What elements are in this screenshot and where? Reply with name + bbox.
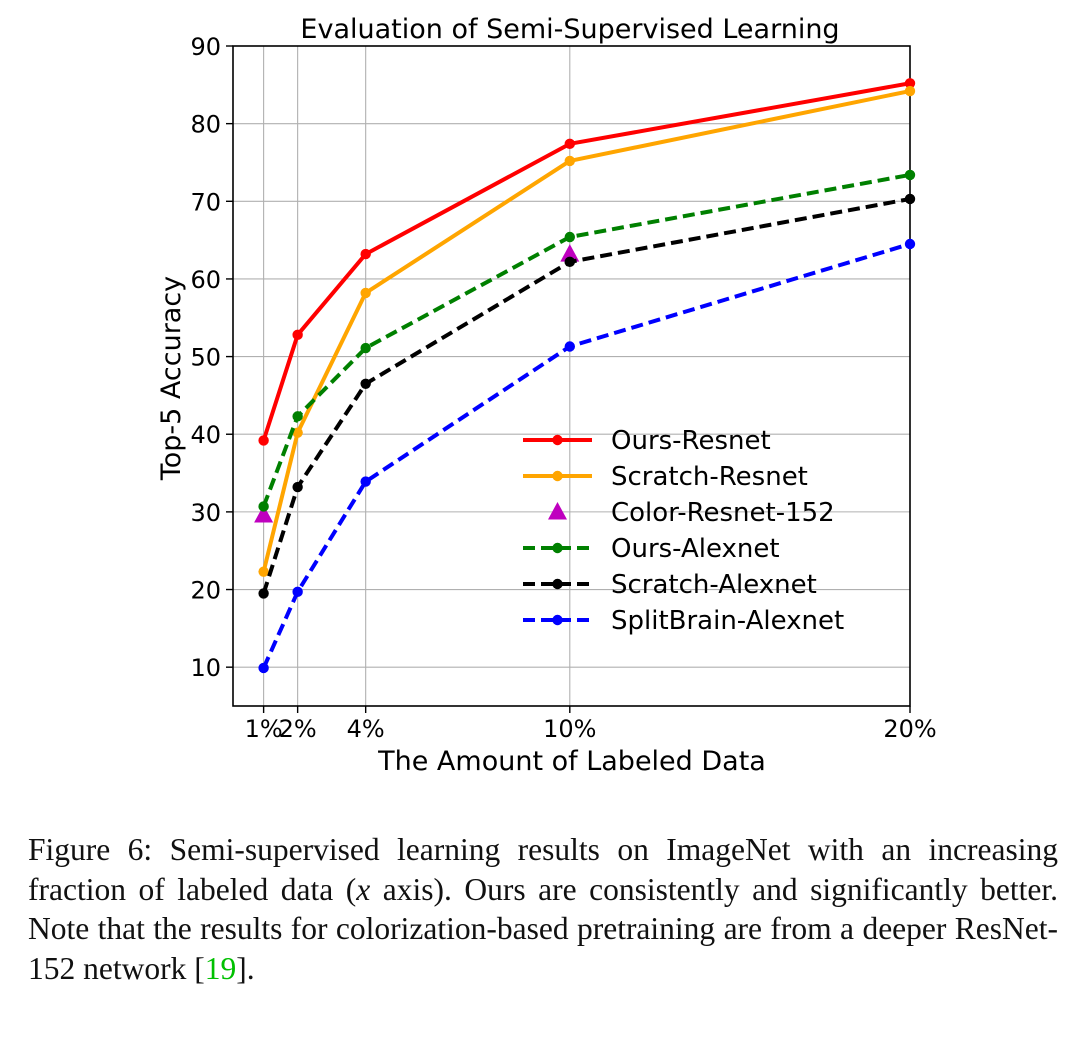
y-tick-label: 10 [190, 654, 221, 682]
data-point [258, 662, 269, 674]
data-point-triangle [254, 504, 274, 523]
x-tick-label: 20% [883, 715, 936, 743]
y-tick-label: 90 [190, 33, 221, 61]
data-point [292, 411, 303, 422]
legend-item-ours-resnet: Ours-Resnet [523, 426, 771, 456]
citation-link[interactable]: 19 [204, 950, 237, 986]
legend-label: Ours-Resnet [611, 426, 771, 456]
series-line-ours-alexnet [261, 172, 911, 508]
data-point [904, 238, 916, 250]
series-ours-alexnet [258, 169, 916, 512]
data-point [360, 378, 371, 389]
data-point [292, 481, 303, 493]
chart: Evaluation of Semi-Supervised Learning 1… [156, 14, 937, 777]
legend-label: Color-Resnet-152 [611, 498, 835, 528]
legend-item-scratch-resnet: Scratch-Resnet [523, 462, 808, 492]
x-tick-label: 1% [245, 715, 283, 743]
data-point [564, 155, 575, 167]
chart-title: Evaluation of Semi-Supervised Learning [300, 14, 839, 45]
caption-math-x: x [356, 871, 371, 907]
data-point [564, 341, 575, 352]
legend-label: Scratch-Alexnet [611, 570, 817, 600]
series-scratch-resnet [258, 85, 916, 577]
y-axis-label: Top-5 Accuracy [156, 276, 187, 481]
data-point [564, 256, 575, 268]
data-point [904, 169, 916, 181]
y-tick-label: 50 [190, 344, 221, 372]
series-ours-resnet [258, 78, 916, 446]
legend-label: Ours-Alexnet [611, 534, 780, 564]
caption-text-start: Figure 6: Semi-supervised learning resul… [28, 832, 1058, 907]
legend-marker [552, 542, 563, 554]
legend: Ours-Resnet Scratch-Resnet Color-Resnet-15… [523, 426, 844, 636]
data-point [258, 435, 269, 446]
y-tick-label: 70 [190, 188, 221, 216]
data-point [360, 476, 371, 487]
legend-marker [552, 434, 563, 446]
caption-text-middle: axis). Ours are consistently and signifi… [28, 871, 1058, 986]
series-color-resnet-152 [254, 244, 580, 523]
legend-marker [552, 470, 563, 482]
data-point [292, 586, 303, 598]
y-tick-label: 60 [190, 266, 221, 294]
data-point [292, 427, 303, 438]
data-point-triangle [560, 244, 580, 262]
legend-marker [552, 578, 563, 590]
plot-frame [232, 45, 911, 707]
legend-item-color-resnet-152: Color-Resnet-152 [548, 498, 835, 528]
data-point [258, 566, 269, 577]
x-tick-label: 2% [279, 715, 317, 743]
data-point [564, 138, 575, 150]
axes: 10 20 30 40 50 60 70 80 90 1%2% 4% 10% 20% [190, 33, 936, 743]
legend-item-splitbrain-alexnet: SplitBrain-Alexnet [523, 606, 844, 636]
data-point [292, 329, 303, 341]
series-line-splitbrain-alexnet [261, 242, 911, 669]
data-point [904, 85, 916, 97]
x-tick-label: 10% [543, 715, 596, 743]
data-point [360, 287, 371, 299]
legend-marker [552, 614, 563, 626]
legend-item-scratch-alexnet: Scratch-Alexnet [523, 570, 817, 600]
figure-caption: Figure 6: Semi-supervised learning resul… [28, 830, 1058, 988]
data-point [904, 193, 916, 205]
data-point [360, 342, 371, 354]
series-line-ours-resnet [261, 81, 911, 442]
caption-text-end: ]. [236, 950, 255, 986]
y-tick-label: 40 [190, 421, 221, 449]
series [254, 78, 916, 674]
data-point [258, 501, 269, 512]
data-point [904, 78, 916, 89]
legend-label: SplitBrain-Alexnet [611, 606, 844, 636]
series-scratch-alexnet [258, 193, 916, 599]
x-tick-label: 4% [347, 715, 385, 743]
data-point [360, 248, 371, 260]
data-point [564, 231, 575, 243]
legend-item-ours-alexnet: Ours-Alexnet [523, 534, 780, 564]
y-tick-label: 20 [190, 577, 221, 605]
y-tick-label: 30 [190, 499, 221, 527]
data-point [258, 588, 269, 599]
legend-label: Scratch-Resnet [611, 462, 808, 492]
y-tick-label: 80 [190, 111, 221, 139]
legend-marker-triangle [548, 502, 567, 520]
x-axis-label: The Amount of Labeled Data [377, 746, 766, 777]
series-splitbrain-alexnet [258, 238, 916, 674]
